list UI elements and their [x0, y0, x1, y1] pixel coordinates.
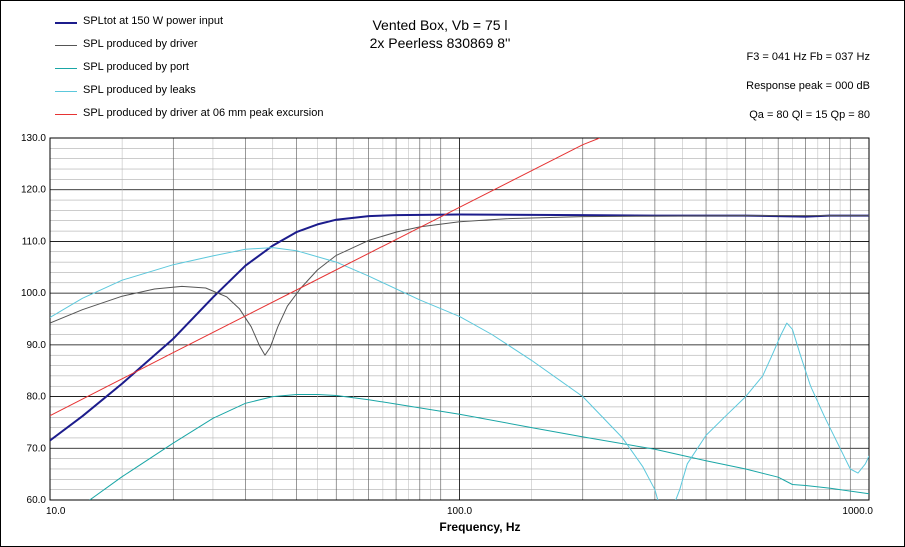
y-tick-label: 120.0: [21, 185, 46, 196]
chart-subtitle: 2x Peerless 830869 8'': [369, 35, 511, 51]
y-tick-label: 130.0: [21, 133, 46, 144]
info-q-values: Qa = 80 Ql = 15 Qp = 80: [749, 109, 870, 121]
y-tick-label: 80.0: [27, 392, 47, 403]
legend-label-spltot: SPLtot at 150 W power input: [83, 15, 224, 27]
y-tick-label: 100.0: [21, 288, 46, 299]
series-line-1: [50, 215, 869, 356]
legend-swatch-driver: [55, 45, 77, 46]
y-tick-label: 90.0: [27, 340, 47, 351]
legend-swatch-port: [55, 68, 77, 69]
legend-swatch-leaks: [55, 91, 77, 92]
y-tick-label: 60.0: [27, 495, 47, 506]
series-line-2: [89, 394, 869, 500]
x-axis-label: Frequency, Hz: [439, 520, 521, 534]
legend-label-port: SPL produced by port: [83, 61, 189, 73]
x-tick-label: 100.0: [447, 506, 472, 517]
info-f3-fb: F3 = 041 Hz Fb = 037 Hz: [746, 51, 870, 63]
chart-title: Vented Box, Vb = 75 l: [372, 17, 508, 33]
legend-label-excursion: SPL produced by driver at 06 mm peak exc…: [83, 107, 324, 119]
legend-label-driver: SPL produced by driver: [83, 38, 198, 50]
y-tick-label: 70.0: [27, 443, 47, 454]
legend-swatch-excursion: [55, 114, 77, 115]
info-response-peak: Response peak = 000 dB: [746, 80, 870, 92]
legend-swatch-spltot: [55, 22, 77, 24]
series-line-4: [50, 138, 600, 417]
grid-lines: [49, 137, 869, 501]
x-tick-label: 1000.0: [842, 506, 873, 517]
plot-border: [49, 137, 870, 501]
x-tick-label: 10.0: [46, 506, 66, 517]
series-group: [50, 138, 869, 500]
legend-label-leaks: SPL produced by leaks: [83, 84, 196, 96]
y-tick-label: 110.0: [22, 236, 47, 247]
series-line-3: [50, 247, 869, 500]
